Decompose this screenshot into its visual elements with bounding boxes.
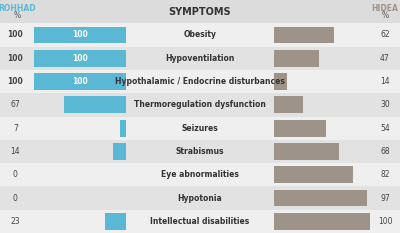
Bar: [274, 73, 288, 90]
Text: Strabismus: Strabismus: [176, 147, 224, 156]
Text: 7: 7: [13, 124, 18, 133]
Bar: [0, 140, 400, 163]
Bar: [34, 27, 126, 43]
Bar: [34, 50, 126, 67]
Text: 82: 82: [380, 170, 390, 179]
Bar: [0, 116, 400, 140]
Text: 14: 14: [10, 147, 20, 156]
Text: 100: 100: [378, 217, 392, 226]
Text: 68: 68: [380, 147, 390, 156]
Bar: [0, 163, 400, 186]
Bar: [274, 166, 353, 183]
Text: 100: 100: [72, 54, 88, 63]
Text: %: %: [382, 11, 388, 20]
Bar: [0, 93, 400, 116]
Text: 0: 0: [13, 170, 18, 179]
Bar: [0, 0, 400, 23]
Bar: [0, 210, 400, 233]
Text: Hypothalamic / Endocrine disturbances: Hypothalamic / Endocrine disturbances: [115, 77, 285, 86]
Text: 0: 0: [13, 194, 18, 202]
Text: Obesity: Obesity: [184, 31, 216, 39]
Text: Thermoregulation dysfunction: Thermoregulation dysfunction: [134, 100, 266, 109]
Text: 14: 14: [380, 77, 390, 86]
Text: HIDEA: HIDEA: [372, 4, 398, 13]
Text: Hypotonia: Hypotonia: [178, 194, 222, 202]
Text: 30: 30: [380, 100, 390, 109]
Text: Intellectual disabilities: Intellectual disabilities: [150, 217, 250, 226]
Bar: [274, 27, 334, 43]
Bar: [0, 70, 400, 93]
Bar: [274, 120, 326, 137]
Text: 67: 67: [10, 100, 20, 109]
Bar: [105, 213, 126, 230]
Bar: [64, 96, 126, 113]
Text: SYMPTOMS: SYMPTOMS: [169, 7, 231, 17]
Text: 62: 62: [380, 31, 390, 39]
Bar: [274, 96, 303, 113]
Bar: [274, 213, 370, 230]
Bar: [0, 186, 400, 210]
Bar: [0, 23, 400, 47]
Text: Hypoventilation: Hypoventilation: [165, 54, 235, 63]
Text: Eye abnormalities: Eye abnormalities: [161, 170, 239, 179]
Bar: [113, 143, 126, 160]
Text: 97: 97: [380, 194, 390, 202]
Text: ROHHAD: ROHHAD: [0, 4, 36, 13]
Text: 100: 100: [8, 54, 23, 63]
Text: Seizures: Seizures: [182, 124, 218, 133]
Bar: [120, 120, 126, 137]
Text: 23: 23: [10, 217, 20, 226]
Bar: [34, 73, 126, 90]
Text: 47: 47: [380, 54, 390, 63]
Text: 100: 100: [8, 31, 23, 39]
Bar: [274, 143, 339, 160]
Text: 100: 100: [8, 77, 23, 86]
Text: 100: 100: [72, 31, 88, 39]
Text: 54: 54: [380, 124, 390, 133]
Bar: [0, 47, 400, 70]
Bar: [274, 190, 367, 206]
Text: 100: 100: [72, 77, 88, 86]
Text: %: %: [14, 11, 20, 20]
Bar: [274, 50, 319, 67]
